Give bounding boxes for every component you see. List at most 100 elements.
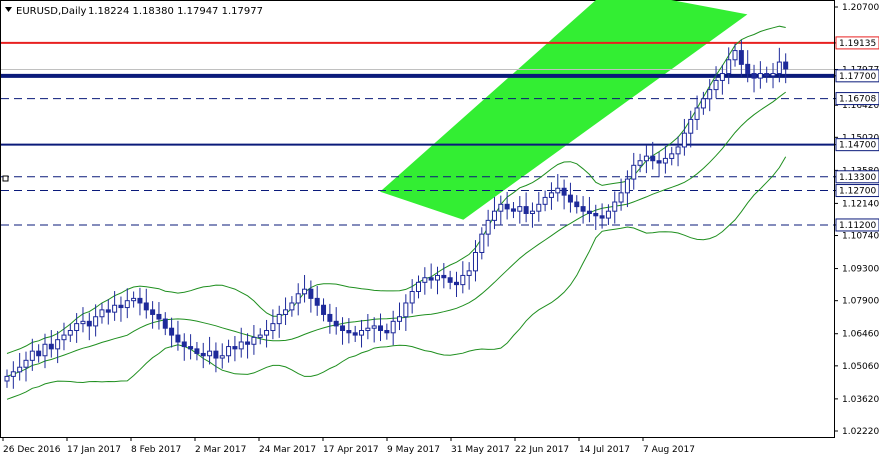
candle-body (618, 192, 624, 203)
candle-body (61, 334, 67, 341)
candle-body (67, 330, 73, 336)
x-tick-label-3: 2 Mar 2017 (195, 445, 246, 455)
candle-body (694, 107, 700, 120)
candle-body (732, 50, 738, 61)
candle-100 (637, 153, 643, 173)
candle-112 (713, 66, 719, 99)
candle-body (726, 59, 732, 75)
candle-body (510, 208, 516, 212)
candle-body (460, 274, 466, 286)
x-tick-label-10: 7 Aug 2017 (643, 445, 695, 455)
candle-body (302, 288, 308, 295)
candle-body (643, 155, 649, 162)
candle-105 (669, 146, 675, 166)
candle-110 (700, 91, 706, 115)
candle-62 (397, 302, 403, 331)
candle-body (17, 366, 23, 373)
candle-0 (4, 369, 10, 388)
candle-91 (580, 196, 586, 224)
candle-body (403, 302, 409, 318)
candle-40 (257, 328, 263, 345)
candle-body (757, 73, 763, 79)
candle-body (10, 371, 16, 377)
x-tick-label-5: 17 Apr 2017 (323, 445, 379, 455)
level-tag-3: 1.16708 (839, 95, 876, 105)
bollinger-bands (6, 25, 787, 400)
candle-48 (308, 280, 314, 313)
candle-body (650, 155, 656, 162)
candle-53 (340, 317, 346, 345)
candle-9 (61, 322, 67, 351)
dropdown-triangle-icon[interactable] (5, 7, 12, 12)
y-tick-label-0: 1.20700 (842, 3, 879, 13)
candle-51 (327, 303, 333, 334)
candle-body (55, 339, 61, 350)
candle-body (238, 341, 244, 350)
candle-61 (390, 310, 396, 346)
candle-21 (137, 287, 143, 316)
candle-body (23, 359, 29, 368)
candle-89 (567, 182, 573, 213)
candle-body (365, 327, 371, 332)
candle-65 (416, 275, 421, 299)
candle-1 (10, 361, 16, 389)
object-anchor-icon[interactable] (2, 175, 9, 182)
candle-27 (175, 320, 181, 351)
candle-body (162, 318, 168, 329)
candle-body (251, 336, 257, 345)
candle-body (599, 215, 605, 219)
candle-103 (656, 152, 662, 178)
candle-body (314, 297, 320, 306)
candle-body (681, 132, 687, 148)
candle-117 (745, 50, 751, 83)
x-tick-label-7: 31 May 2017 (451, 445, 510, 455)
candle-body (593, 212, 599, 217)
candle-118 (751, 64, 757, 93)
candle-10 (67, 323, 73, 342)
candle-body (213, 350, 219, 359)
candle-body (276, 313, 282, 325)
candle-body (397, 316, 403, 322)
candle-body (422, 277, 428, 283)
candle-57 (365, 313, 371, 340)
candle-body (707, 89, 713, 100)
candle-123 (783, 53, 789, 84)
candle-body (485, 219, 491, 235)
candle-body (517, 206, 523, 212)
candle-body (257, 334, 263, 338)
candle-body (42, 343, 48, 357)
level-tag-box-4 (835, 138, 879, 152)
x-tick-label-6: 9 May 2017 (387, 445, 440, 455)
candle-body (390, 320, 396, 334)
y-tick-label-18: 1.03620 (842, 395, 879, 405)
candle-38 (245, 333, 251, 359)
x-axis: 26 Dec 2016 17 Jan 2017 8 Feb 2017 2 Mar 20… (2, 437, 695, 455)
candle-75 (479, 227, 485, 260)
y-tick-label-14: 1.09300 (842, 265, 879, 275)
candle-98 (624, 170, 630, 208)
candle-12 (80, 307, 86, 333)
candle-body (409, 291, 415, 304)
candle-104 (662, 146, 668, 174)
candle-50 (321, 298, 327, 322)
candle-108 (688, 110, 694, 148)
candle-body (466, 270, 472, 276)
candle-22 (143, 288, 149, 319)
candle-45 (289, 296, 295, 317)
candle-body (561, 187, 567, 196)
candle-16 (105, 299, 111, 325)
y-tick-label-17: 1.05060 (842, 362, 879, 372)
x-tick-label-4: 24 Mar 2017 (259, 445, 316, 455)
candle-body (447, 277, 453, 283)
candle-body (4, 375, 10, 382)
candle-63 (403, 294, 409, 331)
candle-106 (675, 136, 681, 167)
candle-81 (517, 196, 523, 224)
level-tag-box-3 (835, 92, 879, 106)
candle-71 (453, 271, 459, 298)
candle-body (605, 210, 611, 219)
candle-70 (447, 270, 453, 290)
candle-28 (181, 333, 187, 361)
